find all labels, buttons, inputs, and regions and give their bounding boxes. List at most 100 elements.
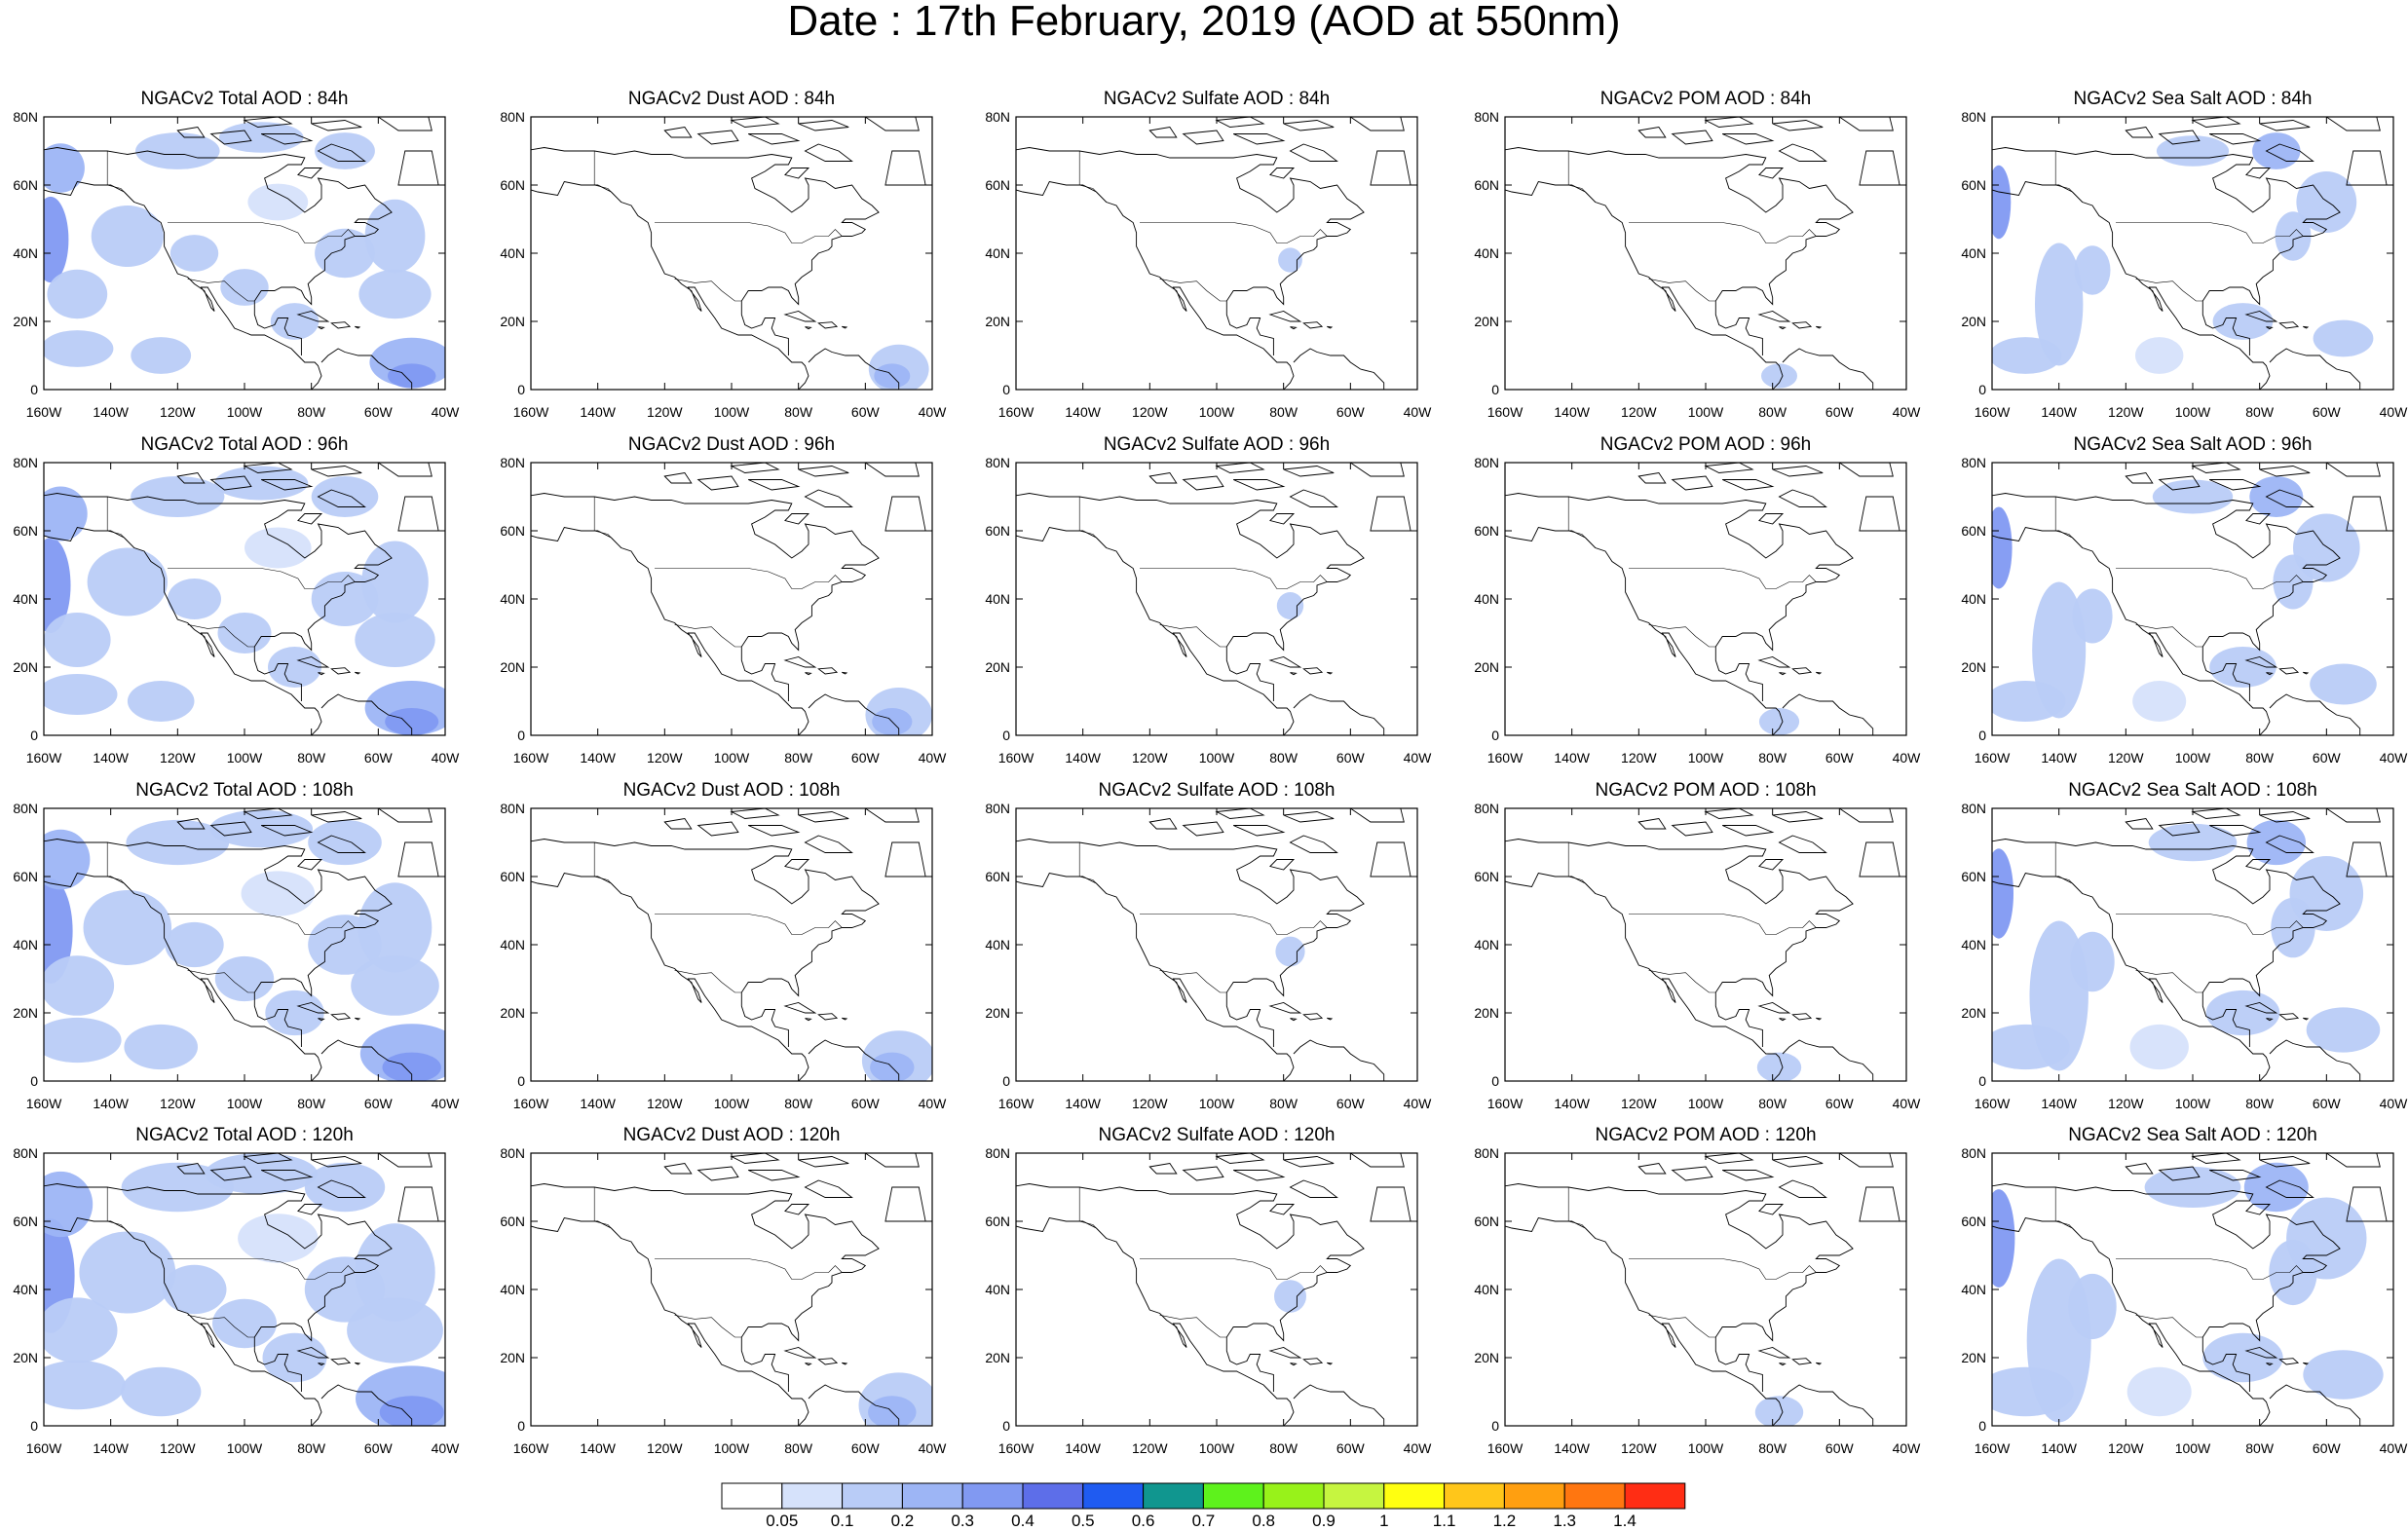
aod-region	[2275, 211, 2312, 261]
island	[2266, 1018, 2274, 1022]
aod-region	[2243, 1162, 2309, 1213]
island	[1349, 117, 1405, 131]
panel-title: NGACv2 Total AOD : 96h	[140, 434, 349, 455]
aod-region	[308, 819, 382, 866]
island	[1269, 1204, 1296, 1215]
aod-region	[2072, 588, 2113, 644]
island	[1215, 463, 1265, 473]
island	[864, 463, 920, 477]
island	[2265, 489, 2314, 507]
panel-title: NGACv2 Total AOD : 120h	[135, 1125, 354, 1145]
aod-region	[44, 613, 111, 667]
country-border	[187, 279, 255, 302]
island	[2191, 1153, 2241, 1164]
map-plot: 0 20N 40N 60N 80N 160W 140W 120W 100W 80W 60W 40W	[1474, 109, 1922, 420]
aod-region	[1278, 247, 1302, 273]
lon-tick-label: 140W	[1554, 1096, 1590, 1111]
island	[1215, 808, 1265, 819]
colorbar-label: 0.4	[1011, 1512, 1035, 1527]
coastline	[531, 1216, 809, 1426]
lon-tick-label: 60W	[1336, 1440, 1366, 1456]
island	[1148, 127, 1178, 138]
island	[261, 479, 314, 491]
aod-region	[388, 363, 436, 389]
lon-tick-label: 40W	[1404, 1440, 1433, 1456]
coastline	[1782, 693, 1874, 735]
island	[696, 821, 739, 837]
map-panel: NGACv2 Total AOD : 96h 0 20N 40N 60N 80N 160W 1…	[13, 435, 531, 780]
lon-tick-label: 160W	[26, 750, 62, 766]
island	[1758, 859, 1785, 871]
lon-tick-label: 40W	[1893, 404, 1922, 420]
lon-tick-label: 160W	[998, 404, 1035, 420]
lon-tick-label: 160W	[26, 1096, 62, 1111]
aod-region	[169, 235, 219, 272]
island	[1671, 1166, 1713, 1181]
coastlines	[44, 117, 439, 390]
aod-region	[126, 819, 230, 866]
aod-region	[351, 955, 439, 1016]
panel-title: NGACv2 Sulfate AOD : 84h	[1103, 89, 1331, 109]
country-border	[1078, 1187, 1107, 1239]
aod-region	[385, 708, 439, 735]
coastlines	[531, 117, 926, 390]
country-border	[106, 151, 134, 203]
island	[1722, 479, 1775, 491]
island	[804, 489, 853, 507]
lon-tick-label: 80W	[784, 750, 813, 766]
island	[748, 825, 801, 837]
colorbar-swatch	[1624, 1482, 1686, 1510]
map-plot: 0 20N 40N 60N 80N 160W 140W 120W 100W 80W 60W 40W	[1961, 109, 2408, 420]
map-panel: NGACv2 Sulfate AOD : 84h 0 20N 40N 60N 80N 160…	[985, 90, 1503, 434]
colorbar-swatch	[961, 1482, 1024, 1510]
lon-tick-label: 120W	[160, 750, 196, 766]
aod-region	[91, 205, 164, 267]
lat-tick-label: 80N	[13, 801, 38, 816]
island	[798, 466, 849, 477]
map-plot: 0 20N 40N 60N 80N 160W 140W 120W 100W 80W 60W 40W	[1961, 801, 2408, 1111]
island	[2266, 1363, 2274, 1366]
country-border	[2135, 970, 2203, 993]
lat-tick-label: 60N	[1961, 1214, 1986, 1229]
lat-tick-label: 60N	[13, 177, 38, 193]
coastline	[44, 493, 393, 701]
aod-field	[1992, 1162, 2384, 1423]
lon-tick-label: 100W	[227, 1440, 263, 1456]
island	[1289, 143, 1338, 162]
country-border	[674, 1315, 742, 1338]
aod-region	[245, 527, 312, 569]
lon-tick-label: 80W	[1269, 1440, 1298, 1456]
country-border	[187, 970, 255, 993]
lat-tick-label: 80N	[1961, 801, 1986, 816]
coastline	[44, 147, 393, 355]
lon-tick-label: 80W	[297, 404, 326, 420]
island	[1859, 150, 1900, 186]
island	[317, 489, 366, 507]
country-border	[2054, 1187, 2083, 1239]
island	[1370, 1186, 1411, 1222]
aod-region	[2212, 303, 2274, 340]
country-border	[1140, 1258, 1328, 1280]
lon-tick-label: 140W	[580, 1440, 616, 1456]
map-panel: NGACv2 Sea Salt AOD : 96h 0 20N 40N 60N 80N 16…	[1961, 435, 2408, 780]
island	[784, 168, 810, 179]
lat-tick-label: 20N	[985, 1005, 1010, 1021]
island	[1779, 326, 1787, 330]
coastline	[1016, 872, 1295, 1081]
island	[2278, 1013, 2300, 1021]
lat-tick-label: 0	[1491, 382, 1499, 397]
lat-tick-label: 20N	[985, 659, 1010, 675]
lat-tick-label: 20N	[500, 659, 525, 675]
island	[209, 475, 252, 491]
lat-tick-label: 80N	[985, 109, 1010, 125]
island	[355, 671, 361, 675]
island	[355, 1362, 361, 1365]
lat-tick-label: 20N	[1961, 659, 1986, 675]
lat-tick-label: 60N	[1474, 1214, 1499, 1229]
lon-tick-label: 60W	[364, 1440, 394, 1456]
island	[1791, 667, 1813, 675]
lon-tick-label: 60W	[851, 750, 881, 766]
coastlines	[1992, 1153, 2388, 1426]
coastline	[320, 1384, 413, 1426]
island	[1290, 1018, 1298, 1022]
